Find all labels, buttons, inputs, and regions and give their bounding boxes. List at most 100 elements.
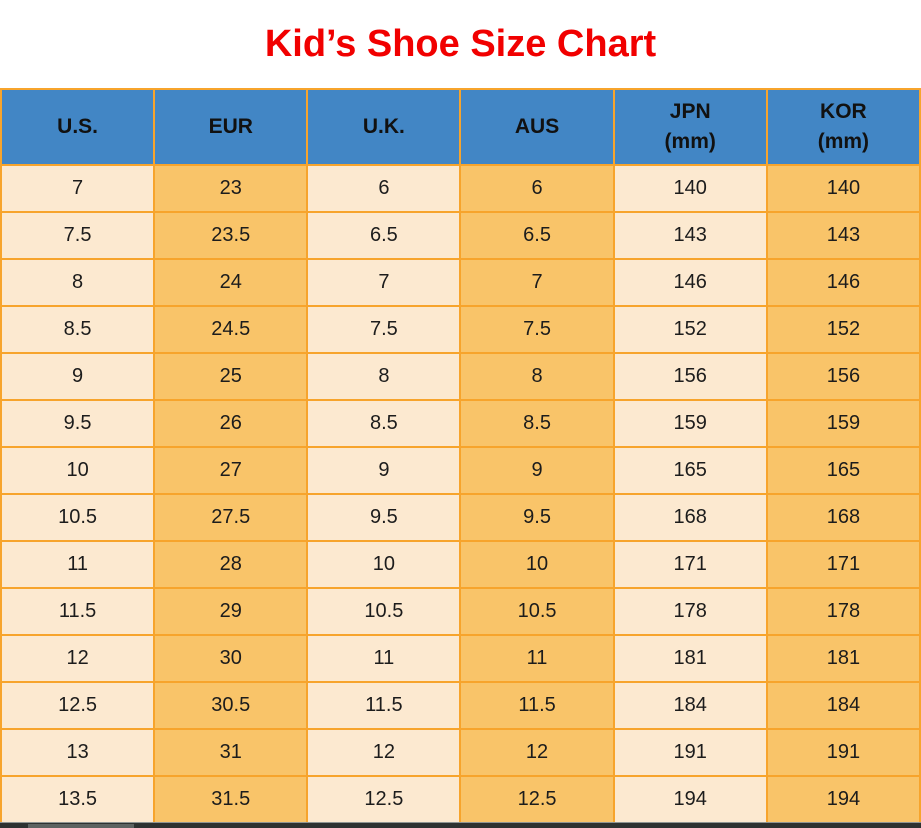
size-cell-aus: 6.5 xyxy=(459,211,615,260)
column-header-us: U.S. xyxy=(0,88,156,166)
size-cell-aus: 9 xyxy=(459,446,615,495)
size-cell-aus: 6 xyxy=(459,164,615,213)
table-row: 7.5 23.5 6.5 6.5 143 143 xyxy=(0,211,921,260)
size-cell-uk: 6 xyxy=(306,164,462,213)
size-cell-jpn: 168 xyxy=(612,493,768,542)
column-header-kor: KOR (mm) xyxy=(765,88,921,166)
size-cell-jpn: 171 xyxy=(612,540,768,589)
size-cell-aus: 7.5 xyxy=(459,305,615,354)
table-header: U.S. EUR U.K. AUS JPN (mm) KOR (mm) xyxy=(0,88,921,166)
size-cell-us: 10 xyxy=(0,446,156,495)
column-header-label: EUR xyxy=(208,114,253,138)
page-title: Kid’s Shoe Size Chart xyxy=(264,22,657,65)
table-row: 10.5 27.5 9.5 9.5 168 168 xyxy=(0,493,921,542)
size-cell-eur: 24.5 xyxy=(153,305,309,354)
scrollbar-thumb[interactable] xyxy=(28,824,134,828)
size-cell-us: 10.5 xyxy=(0,493,156,542)
column-header-unit: (mm) xyxy=(664,130,716,153)
size-cell-kor: 178 xyxy=(765,587,921,636)
column-header-jpn: JPN (mm) xyxy=(612,88,768,166)
size-cell-jpn: 156 xyxy=(612,352,768,401)
size-cell-aus: 11.5 xyxy=(459,681,615,730)
table-body: 7 23 6 6 140 140 7.5 23.5 6.5 6.5 143 143 8 24 7 7 146 14… xyxy=(0,164,921,824)
table-row: 11 28 10 10 171 171 xyxy=(0,540,921,589)
table-row: 8.5 24.5 7.5 7.5 152 152 xyxy=(0,305,921,354)
size-cell-kor: 156 xyxy=(765,352,921,401)
size-cell-jpn: 178 xyxy=(612,587,768,636)
size-cell-kor: 159 xyxy=(765,399,921,448)
size-cell-us: 11.5 xyxy=(0,587,156,636)
size-cell-jpn: 140 xyxy=(612,164,768,213)
size-cell-eur: 25 xyxy=(153,352,309,401)
size-cell-aus: 7 xyxy=(459,258,615,307)
size-cell-uk: 8 xyxy=(306,352,462,401)
size-cell-eur: 27 xyxy=(153,446,309,495)
size-cell-aus: 10 xyxy=(459,540,615,589)
size-cell-aus: 8.5 xyxy=(459,399,615,448)
size-cell-kor: 140 xyxy=(765,164,921,213)
column-header-label: U.K. xyxy=(362,114,405,138)
column-header-unit: (mm) xyxy=(817,130,870,153)
size-cell-eur: 27.5 xyxy=(153,493,309,542)
table-row: 13 31 12 12 191 191 xyxy=(0,728,921,777)
table-row: 11.5 29 10.5 10.5 178 178 xyxy=(0,587,921,636)
size-cell-uk: 10.5 xyxy=(306,587,462,636)
size-cell-us: 7 xyxy=(0,164,156,213)
size-cell-us: 8.5 xyxy=(0,305,156,354)
table-header-row: U.S. EUR U.K. AUS JPN (mm) KOR (mm) xyxy=(0,88,921,166)
size-cell-jpn: 181 xyxy=(612,634,768,683)
size-cell-us: 13 xyxy=(0,728,156,777)
title-area: Kid’s Shoe Size Chart xyxy=(0,0,921,88)
size-cell-eur: 24 xyxy=(153,258,309,307)
size-cell-eur: 23.5 xyxy=(153,211,309,260)
table-row: 7 23 6 6 140 140 xyxy=(0,164,921,213)
size-cell-aus: 8 xyxy=(459,352,615,401)
size-cell-eur: 23 xyxy=(153,164,309,213)
size-cell-kor: 191 xyxy=(765,728,921,777)
column-header-label: KOR xyxy=(820,99,867,123)
horizontal-scrollbar[interactable] xyxy=(0,822,921,828)
size-cell-kor: 168 xyxy=(765,493,921,542)
column-header-label: JPN xyxy=(669,99,711,123)
table-row: 9.5 26 8.5 8.5 159 159 xyxy=(0,399,921,448)
size-cell-us: 9 xyxy=(0,352,156,401)
size-cell-us: 8 xyxy=(0,258,156,307)
size-cell-us: 11 xyxy=(0,540,156,589)
column-header-aus: AUS xyxy=(459,88,615,166)
size-cell-eur: 31 xyxy=(153,728,309,777)
column-header-label: AUS xyxy=(514,114,560,138)
size-cell-kor: 165 xyxy=(765,446,921,495)
column-header-label: U.S. xyxy=(57,114,98,138)
size-cell-uk: 8.5 xyxy=(306,399,462,448)
size-cell-aus: 12.5 xyxy=(459,775,615,824)
size-cell-jpn: 152 xyxy=(612,305,768,354)
size-cell-uk: 11 xyxy=(306,634,462,683)
size-cell-aus: 10.5 xyxy=(459,587,615,636)
column-header-uk: U.K. xyxy=(306,88,462,166)
size-cell-uk: 7.5 xyxy=(306,305,462,354)
size-cell-uk: 7 xyxy=(306,258,462,307)
size-cell-jpn: 194 xyxy=(612,775,768,824)
table-row: 10 27 9 9 165 165 xyxy=(0,446,921,495)
table-row: 9 25 8 8 156 156 xyxy=(0,352,921,401)
size-cell-kor: 171 xyxy=(765,540,921,589)
table-row: 13.5 31.5 12.5 12.5 194 194 xyxy=(0,775,921,824)
size-cell-eur: 30.5 xyxy=(153,681,309,730)
size-cell-aus: 9.5 xyxy=(459,493,615,542)
size-cell-jpn: 165 xyxy=(612,446,768,495)
size-cell-us: 9.5 xyxy=(0,399,156,448)
size-cell-jpn: 146 xyxy=(612,258,768,307)
size-cell-kor: 146 xyxy=(765,258,921,307)
size-cell-jpn: 191 xyxy=(612,728,768,777)
size-cell-eur: 30 xyxy=(153,634,309,683)
size-cell-uk: 6.5 xyxy=(306,211,462,260)
size-cell-kor: 143 xyxy=(765,211,921,260)
size-cell-eur: 31.5 xyxy=(153,775,309,824)
table-row: 12 30 11 11 181 181 xyxy=(0,634,921,683)
size-cell-kor: 152 xyxy=(765,305,921,354)
table-row: 12.5 30.5 11.5 11.5 184 184 xyxy=(0,681,921,730)
size-cell-kor: 194 xyxy=(765,775,921,824)
size-cell-uk: 10 xyxy=(306,540,462,589)
size-cell-uk: 11.5 xyxy=(306,681,462,730)
